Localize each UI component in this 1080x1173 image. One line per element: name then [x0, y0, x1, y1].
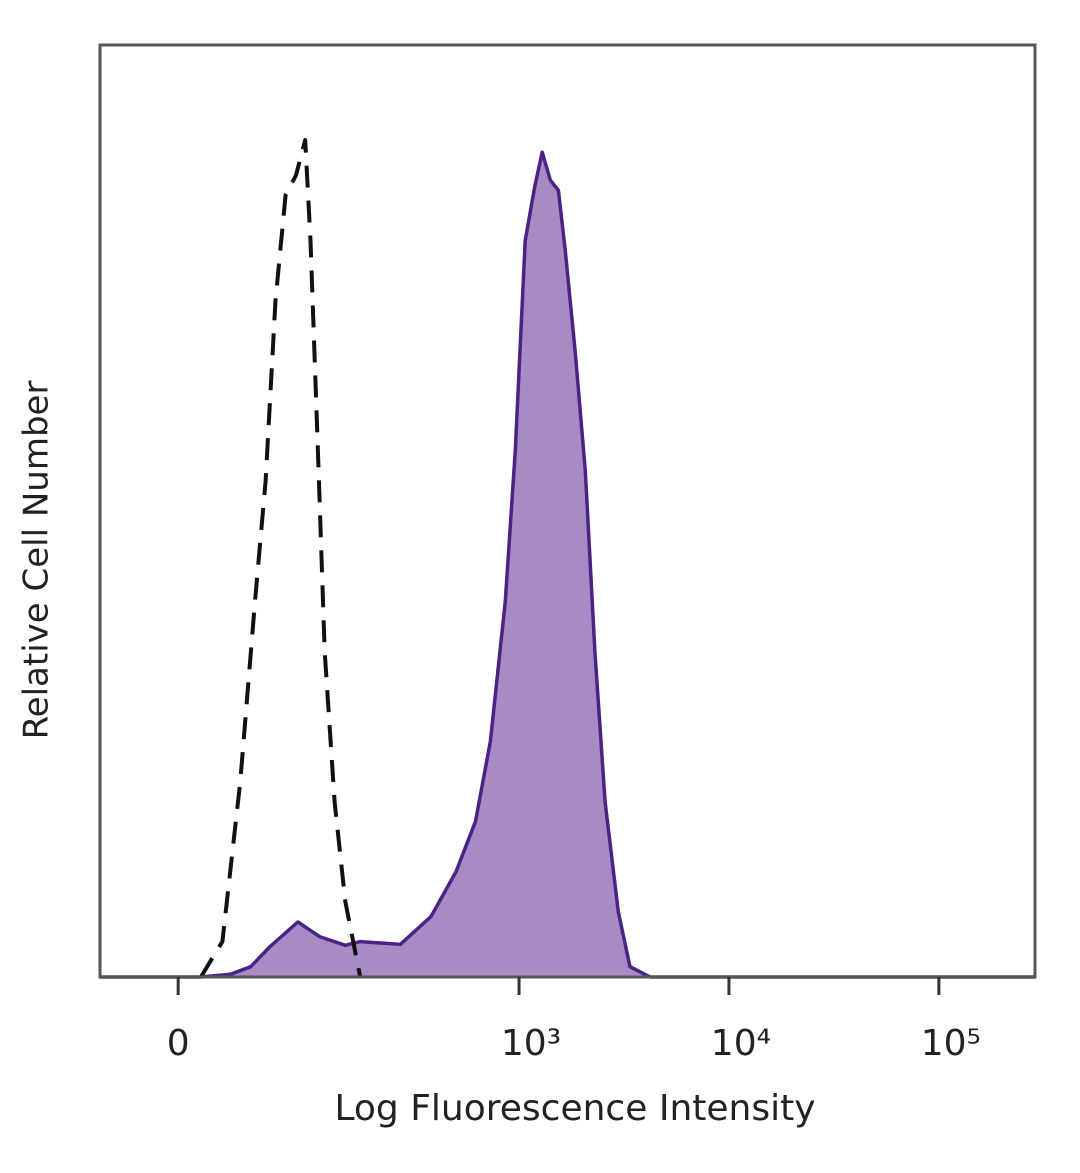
x-tick-label: 10³	[501, 1023, 561, 1064]
x-tick-label: 10⁵	[921, 1023, 981, 1064]
plot-frame	[98, 43, 1037, 979]
sample-histogram	[100, 150, 1035, 979]
histogram-area	[100, 152, 1035, 977]
x-tick-label: 10⁴	[711, 1023, 771, 1064]
control-histogram	[199, 138, 363, 979]
x-tick-label: 0	[167, 1023, 190, 1064]
x-axis-label: Log Fluorescence Intensity	[334, 1088, 815, 1129]
y-axis-label: Relative Cell Number	[17, 381, 57, 740]
